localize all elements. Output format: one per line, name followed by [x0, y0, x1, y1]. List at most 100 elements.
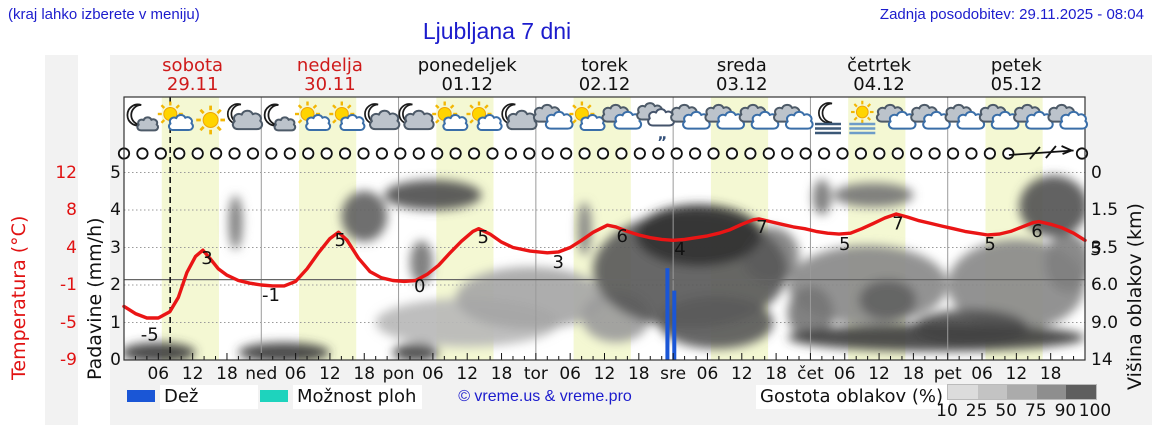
showers-legend-label: Možnost ploh: [293, 385, 423, 409]
cloud-density-field: [124, 175, 1085, 360]
cloud-cover-circle: [928, 147, 941, 160]
precipitation-tick: 5: [110, 162, 121, 183]
cloud-density-scale: [947, 384, 1097, 400]
day-name: sobota: [162, 55, 224, 76]
x-hour-label: 18: [1039, 364, 1062, 384]
x-hour-label: 12: [593, 364, 616, 384]
cloud-cover-circle: [357, 147, 370, 160]
x-hour-label: 06: [147, 364, 170, 384]
density-tick: 100: [1078, 401, 1112, 421]
x-hour-label: 06: [833, 364, 856, 384]
cloud-cover-circle: [412, 147, 425, 160]
temperature-value-label: 3: [552, 252, 563, 273]
x-hour-label: 12: [1005, 364, 1028, 384]
cloud-cover-circle: [578, 147, 591, 160]
day-name: petek: [990, 55, 1042, 76]
cloud-cover-circle: [504, 147, 517, 160]
precipitation-tick: 0: [110, 350, 121, 370]
cloud-height-tick: 0: [1091, 162, 1102, 183]
cloud-cover-circle: [154, 147, 167, 160]
moon-bigcloud-icon: [364, 103, 401, 131]
cloud-cover-circle: [302, 147, 315, 160]
precipitation-axis-title: Padavine (mm/h): [84, 217, 106, 380]
x-hour-label: 18: [353, 364, 376, 384]
svg-text:„: „: [658, 125, 668, 143]
cloud-height-tick: 9.0: [1091, 312, 1119, 333]
showers-legend-swatch: [260, 390, 288, 402]
temperature-value-label: 5: [334, 230, 345, 251]
cloud-cover-circle: [338, 147, 352, 160]
daylight-band: [161, 97, 219, 360]
temperature-value-label: 0: [414, 276, 425, 297]
clouds-icon: [978, 103, 1020, 130]
cloud-cover-circle: [817, 147, 831, 160]
day-date: 05.12: [990, 74, 1043, 95]
clouds-icon: [1013, 103, 1054, 130]
day-name: ponedeljek: [417, 55, 517, 76]
temperature-tick: 8: [66, 200, 77, 220]
x-hour-label: 18: [765, 364, 787, 384]
density-swatch: [1036, 385, 1067, 399]
day-header-sobota: sobota 29.11: [123, 56, 263, 94]
moon-cloud-icon: [126, 103, 159, 132]
temperature-value-label: -5: [141, 324, 159, 345]
x-hour-label: 12: [868, 364, 890, 384]
cloud-height-tick: 1.5: [1091, 200, 1119, 220]
cloud-cover-circle: [1075, 147, 1089, 160]
day-header-nedelja: nedelja 30.11: [260, 56, 400, 94]
cloud-cover-circle: [633, 147, 646, 160]
density-swatch: [1066, 385, 1096, 399]
cloud-cover-circle: [836, 147, 849, 160]
day-header-ponedeljek: ponedeljek 01.12: [397, 56, 537, 94]
temperature-tick: 12: [55, 162, 77, 183]
cloud-cover-circle: [983, 147, 996, 160]
sun-cloud-icon: [466, 101, 503, 132]
x-hour-label: 12: [456, 364, 479, 384]
x-hour-label: 18: [902, 364, 925, 384]
temperature-value-label: 7: [892, 214, 903, 235]
temperature-value-label: -1: [262, 285, 280, 306]
clouds-icon: [704, 103, 745, 130]
rain-legend-label: Dež: [160, 385, 258, 409]
cloud-cover-circle: [799, 147, 812, 160]
temperature-tick: -1: [60, 275, 77, 295]
day-name: torek: [581, 55, 628, 76]
cloud-cover-circle: [873, 147, 886, 160]
temperature-value-label: 5: [478, 227, 489, 248]
wind-barb-icon: [1008, 145, 1074, 160]
temperature-curve: [122, 212, 1087, 320]
rain-bar: [665, 268, 670, 360]
cloud-cover-circle: [560, 147, 573, 160]
day-name: nedelja: [296, 55, 363, 76]
day-header-sreda: sreda 03.12: [672, 56, 812, 94]
cloud-cover-circle: [173, 147, 186, 160]
cloud-cover-circle: [744, 147, 757, 160]
cloud-cover-circle: [854, 147, 868, 160]
clouds-icon: [875, 103, 917, 130]
precipitation-tick: 1: [110, 312, 121, 333]
cloud-cover-circle: [191, 147, 204, 160]
day-date: 03.12: [716, 74, 768, 95]
x-hour-label: 12: [181, 364, 204, 384]
cloud-cover-circle: [394, 147, 407, 160]
copyright: © vreme.us & vreme.pro: [458, 388, 632, 405]
cloud-drizzle-icon: „: [636, 102, 676, 143]
clouds-icon: [670, 103, 711, 130]
day-date: 01.12: [441, 74, 493, 95]
cloud-cover-circle: [228, 147, 241, 160]
moon-fog-icon: [815, 102, 841, 135]
rain-legend-swatch: [127, 390, 155, 402]
cloud-cover-circle: [946, 147, 960, 160]
cloud-cover-circle: [136, 147, 149, 160]
day-date: 30.11: [304, 74, 356, 95]
cloud-cover-circle: [467, 147, 481, 160]
cloud-cover-circle: [652, 147, 665, 160]
sun-cloud-icon: [157, 101, 194, 132]
x-hour-label: 06: [696, 364, 719, 384]
x-hour-label: 12: [319, 364, 341, 384]
cloud-cover-circle: [596, 147, 610, 160]
cloud-height-tick: 14: [1091, 350, 1113, 370]
cloud-cover-circle: [670, 147, 683, 160]
